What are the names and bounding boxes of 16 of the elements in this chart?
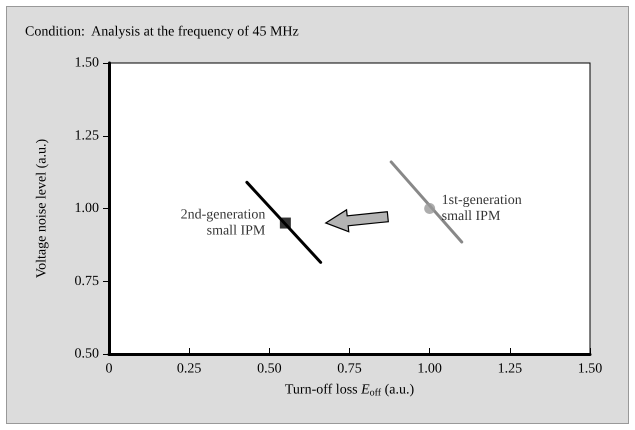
y-tick-label: 0.75	[74, 274, 99, 289]
annotation: 2nd-generation small IPM	[180, 208, 266, 239]
annotation: 1st-generation small IPM	[442, 193, 522, 224]
y-tick-label: 1.25	[74, 128, 99, 144]
y-tick-label: 1.00	[74, 201, 99, 216]
x-tick-label: 1.25	[498, 362, 522, 376]
x-tick-label: 0.75	[337, 362, 362, 376]
x-tick-label: 1.00	[417, 362, 442, 376]
x-tick-label: 0.50	[257, 362, 282, 376]
y-tick-label: 0.50	[74, 346, 99, 362]
y-tick-label: 1.50	[74, 56, 99, 70]
chart-title: Condition: Analysis at the frequency of 45 MHz	[25, 24, 299, 40]
x-tick-label: 0	[106, 362, 112, 376]
x-tick-label: 0.25	[176, 362, 202, 376]
y-axis-title: Voltage noise level (a.u.)	[34, 138, 50, 278]
x-tick-label: 1.50	[578, 362, 602, 376]
